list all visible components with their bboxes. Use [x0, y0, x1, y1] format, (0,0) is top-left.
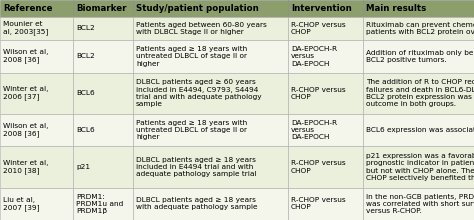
Text: p21 expression was a favorable independent
prognostic indicator in patients trea: p21 expression was a favorable independe…: [366, 153, 474, 181]
Text: R-CHOP versus
CHOP: R-CHOP versus CHOP: [291, 22, 346, 35]
Bar: [0, 40, 73, 73]
Text: BCL6: BCL6: [76, 127, 95, 133]
Bar: [73, 0, 133, 16]
Text: DA-EPOCH-R
versus
DA-EPOCH: DA-EPOCH-R versus DA-EPOCH: [291, 120, 337, 140]
Text: R-CHOP versus
CHOP: R-CHOP versus CHOP: [291, 160, 346, 174]
Bar: [133, 16, 288, 40]
Text: DLBCL patients aged ≥ 60 years
included in E4494, C9793, S4494
trial and with ad: DLBCL patients aged ≥ 60 years included …: [136, 79, 262, 107]
Bar: [0, 73, 73, 114]
Text: Wilson et al,
2008 [36]: Wilson et al, 2008 [36]: [3, 123, 48, 137]
Bar: [363, 40, 474, 73]
Text: Intervention: Intervention: [291, 4, 352, 13]
Text: Wilson et al,
2008 [36]: Wilson et al, 2008 [36]: [3, 49, 48, 63]
Bar: [133, 73, 288, 114]
Bar: [363, 188, 474, 220]
Text: BCL6 expression was associated with higher PFS.: BCL6 expression was associated with high…: [366, 127, 474, 133]
Text: DLBCL patients aged ≥ 18 years
included in E4494 trial and with
adequate patholo: DLBCL patients aged ≥ 18 years included …: [136, 157, 256, 177]
Bar: [363, 0, 474, 16]
Bar: [363, 146, 474, 188]
Text: Winter et al,
2010 [38]: Winter et al, 2010 [38]: [3, 160, 48, 174]
Bar: [363, 114, 474, 146]
Text: BCL6: BCL6: [76, 90, 95, 96]
Text: Liu et al,
2007 [39]: Liu et al, 2007 [39]: [3, 197, 40, 211]
Bar: [73, 114, 133, 146]
Bar: [133, 40, 288, 73]
Text: PRDM1:
PRDM1u and
PRDM1β: PRDM1: PRDM1u and PRDM1β: [76, 194, 123, 214]
Bar: [0, 114, 73, 146]
Bar: [73, 73, 133, 114]
Bar: [288, 40, 363, 73]
Bar: [288, 188, 363, 220]
Text: p21: p21: [76, 164, 90, 170]
Text: R-CHOP versus
CHOP: R-CHOP versus CHOP: [291, 197, 346, 210]
Text: BCL2: BCL2: [76, 25, 95, 31]
Text: Patients aged ≥ 18 years with
untreated DLBCL of stage II or
higher: Patients aged ≥ 18 years with untreated …: [136, 120, 247, 140]
Text: Winter et al,
2006 [37]: Winter et al, 2006 [37]: [3, 86, 48, 100]
Bar: [73, 146, 133, 188]
Bar: [288, 73, 363, 114]
Bar: [288, 114, 363, 146]
Text: BCL2: BCL2: [76, 53, 95, 59]
Bar: [288, 0, 363, 16]
Text: DA-EPOCH-R
versus
DA-EPOCH: DA-EPOCH-R versus DA-EPOCH: [291, 46, 337, 67]
Text: Rituximab can prevent chemotherapy failure in
patients with BCL2 protein overexp: Rituximab can prevent chemotherapy failu…: [366, 22, 474, 35]
Text: DLBCL patients aged ≥ 18 years
with adequate pathology sample: DLBCL patients aged ≥ 18 years with adeq…: [136, 197, 257, 210]
Bar: [0, 16, 73, 40]
Text: Study/patient population: Study/patient population: [136, 4, 259, 13]
Bar: [133, 114, 288, 146]
Bar: [133, 146, 288, 188]
Text: Biomarker: Biomarker: [76, 4, 127, 13]
Bar: [0, 0, 73, 16]
Bar: [73, 188, 133, 220]
Bar: [363, 73, 474, 114]
Text: Addition of rituximab only benefited patients with
BCL2 positive tumors.: Addition of rituximab only benefited pat…: [366, 50, 474, 63]
Text: The addition of R to CHOP reduced treatment
failures and death in BCL6-DLBCL cas: The addition of R to CHOP reduced treatm…: [366, 79, 474, 107]
Text: R-CHOP versus
CHOP: R-CHOP versus CHOP: [291, 86, 346, 100]
Bar: [288, 146, 363, 188]
Bar: [133, 0, 288, 16]
Bar: [73, 16, 133, 40]
Text: Patients aged ≥ 18 years with
untreated DLBCL of stage II or
higher: Patients aged ≥ 18 years with untreated …: [136, 46, 247, 67]
Bar: [0, 188, 73, 220]
Text: Patients aged between 60-80 years
with DLBCL Stage II or higher: Patients aged between 60-80 years with D…: [136, 22, 267, 35]
Text: In the non-GCB patients, PRDM1β gene expression
was correlated with short surviv: In the non-GCB patients, PRDM1β gene exp…: [366, 194, 474, 214]
Bar: [363, 16, 474, 40]
Bar: [0, 146, 73, 188]
Bar: [73, 40, 133, 73]
Bar: [288, 16, 363, 40]
Bar: [133, 188, 288, 220]
Text: Reference: Reference: [3, 4, 53, 13]
Text: Mounier et
al, 2003[35]: Mounier et al, 2003[35]: [3, 21, 48, 35]
Text: Main results: Main results: [366, 4, 426, 13]
